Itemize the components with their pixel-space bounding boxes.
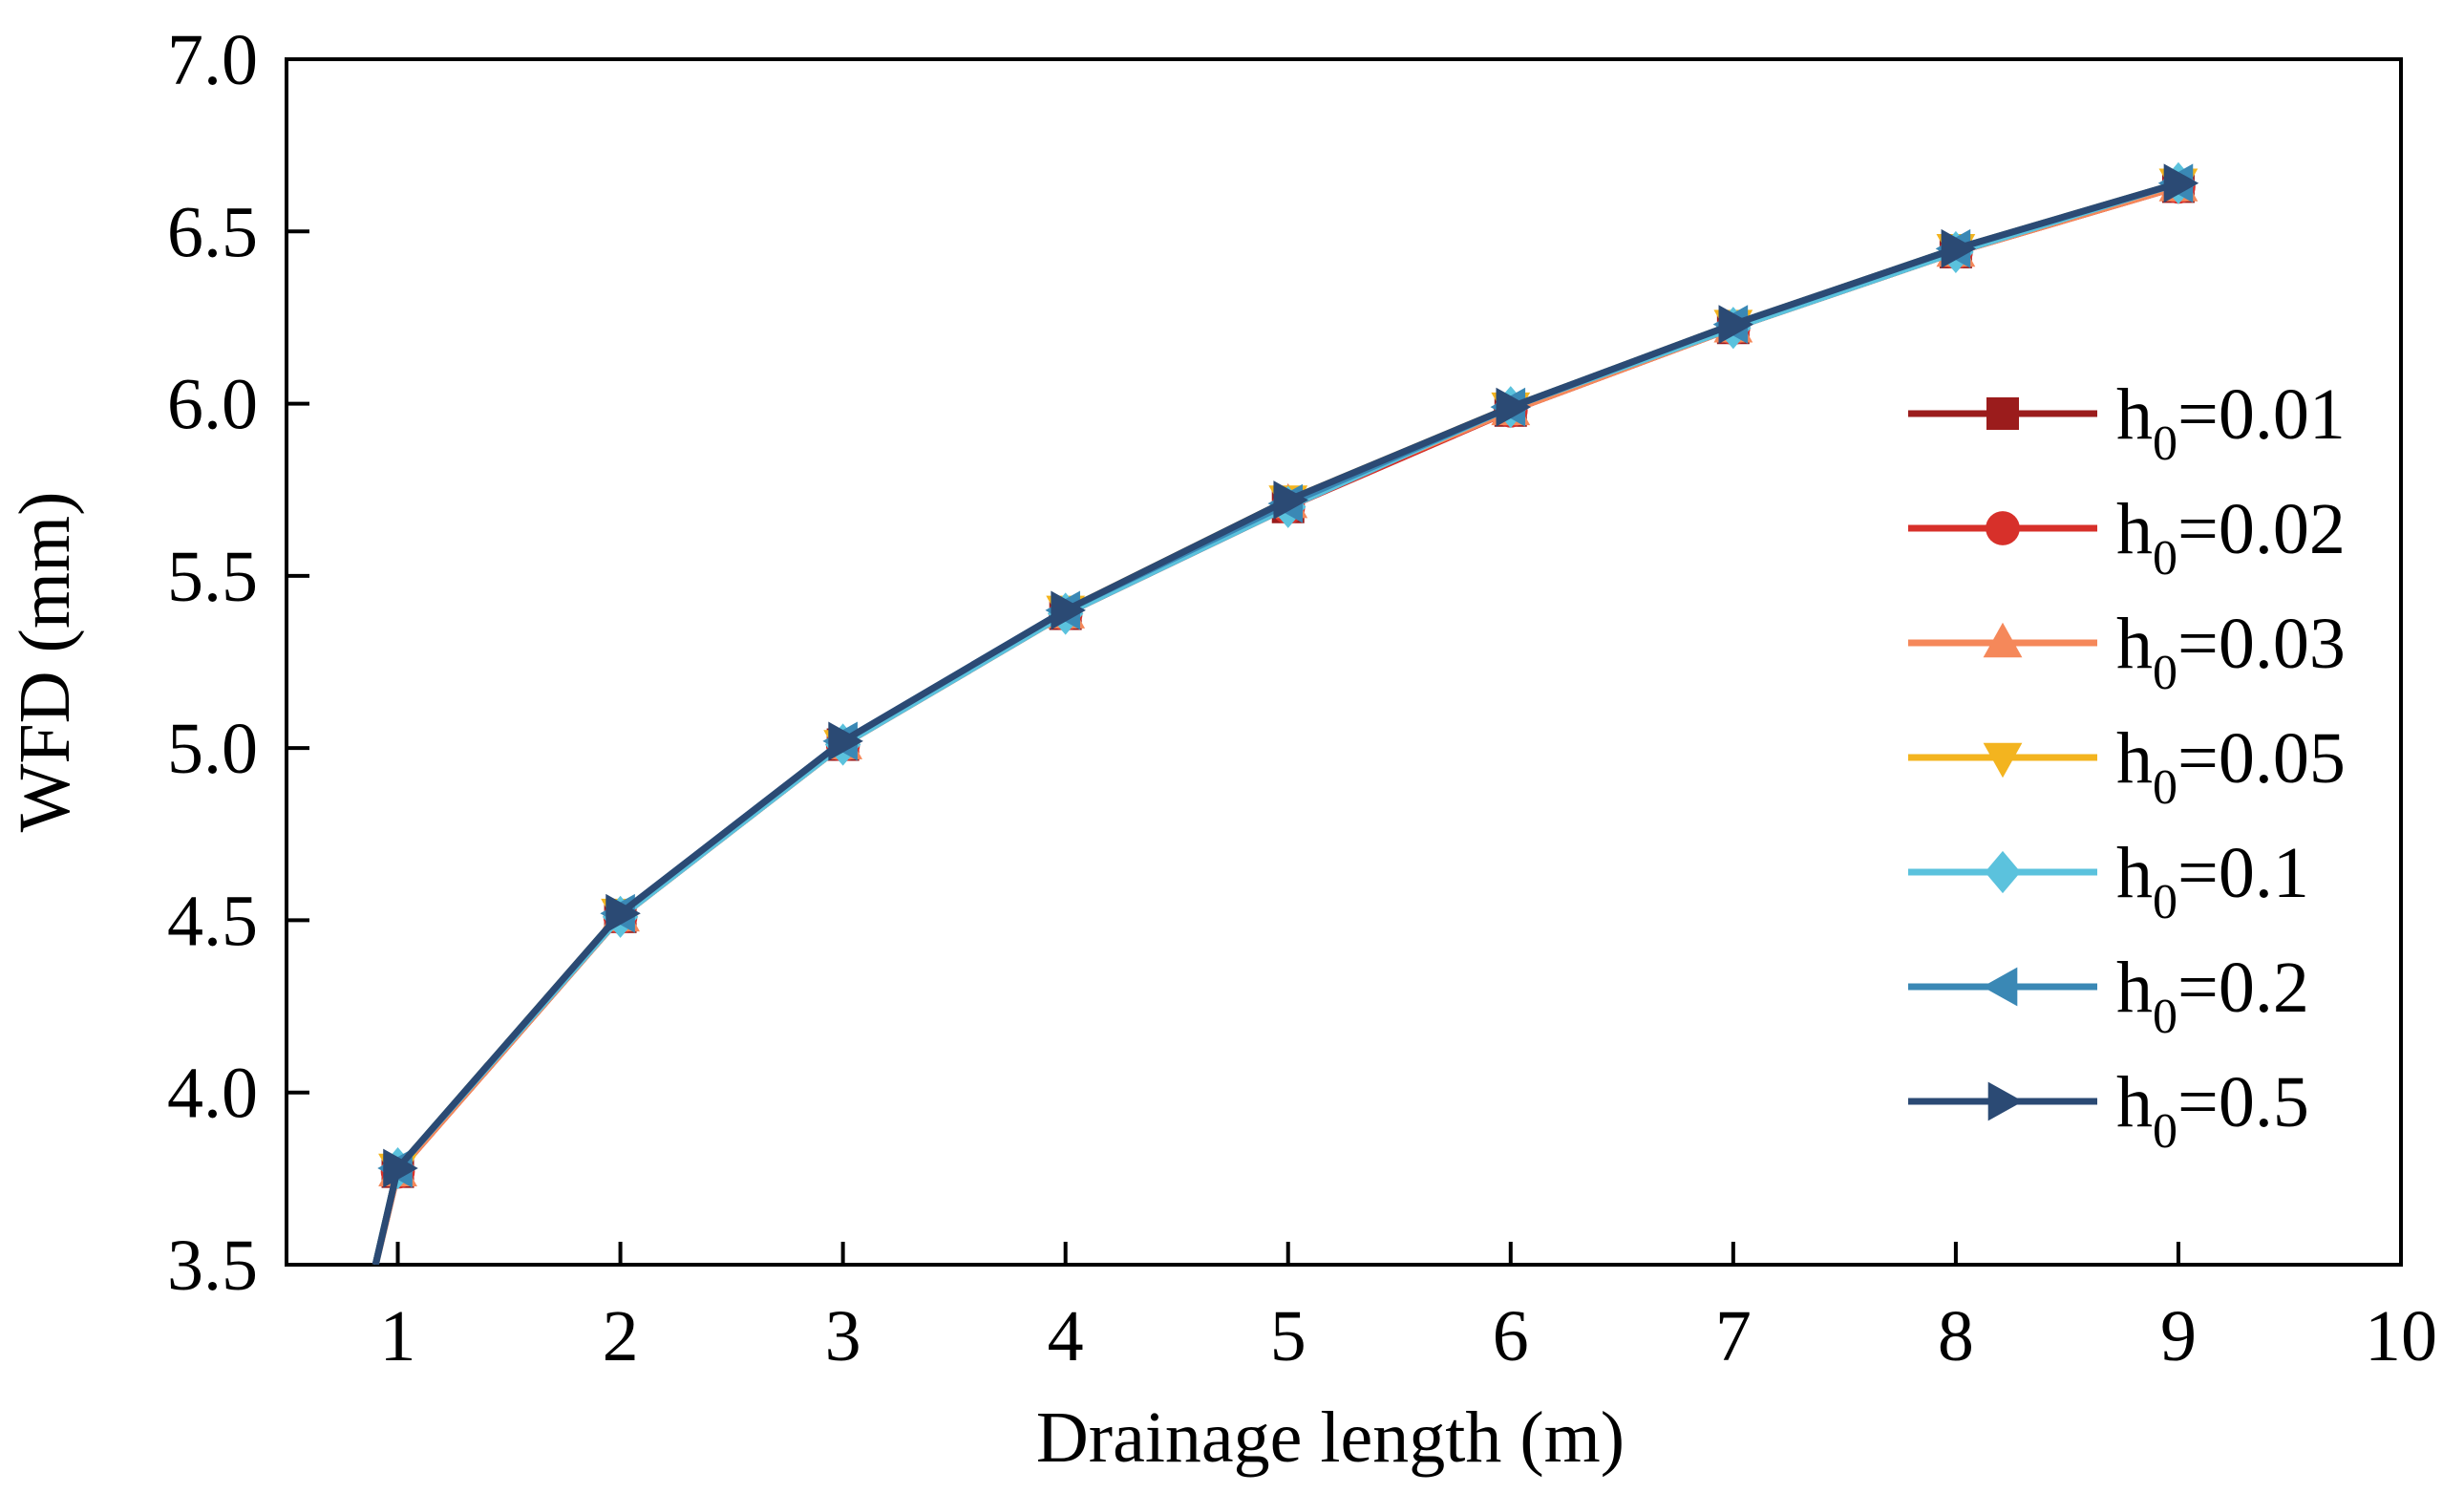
y-tick-label: 6.0 — [167, 365, 258, 445]
y-tick-label: 6.5 — [167, 192, 258, 272]
x-tick-label: 9 — [2160, 1296, 2197, 1376]
legend-label-subscript: 0 — [2153, 760, 2177, 815]
legend-label-value: =0.5 — [2177, 1062, 2309, 1142]
data-point — [1496, 387, 1532, 427]
x-axis-title: Drainage length (m) — [1036, 1397, 1625, 1478]
legend-item: h0=0.05 — [1908, 718, 2346, 815]
data-point — [1718, 305, 1754, 345]
legend-label: h0=0.01 — [2116, 374, 2346, 471]
data-point — [828, 721, 863, 761]
x-tick-label: 7 — [1715, 1296, 1752, 1376]
legend-label-value: =0.1 — [2177, 833, 2309, 913]
legend-item: h0=0.03 — [1908, 604, 2346, 700]
legend-label: h0=0.05 — [2116, 718, 2346, 815]
legend-label: h0=0.1 — [2116, 833, 2309, 929]
x-tick-label: 6 — [1493, 1296, 1529, 1376]
legend-marker — [1983, 742, 2023, 778]
y-tick-label: 7.0 — [167, 20, 258, 100]
legend-label-value: =0.02 — [2177, 489, 2346, 569]
y-tick-label: 4.5 — [167, 881, 258, 961]
legend-item: h0=0.02 — [1908, 489, 2346, 586]
legend-label-subscript: 0 — [2153, 1104, 2177, 1159]
legend-marker — [1985, 850, 2021, 894]
data-point — [2163, 163, 2199, 203]
legend-label-value: =0.01 — [2177, 374, 2346, 455]
series-6 — [372, 163, 2199, 1265]
legend-label: h0=0.03 — [2116, 604, 2346, 700]
data-point — [383, 1148, 418, 1188]
data-point — [605, 893, 641, 933]
x-tick-label: 8 — [1938, 1296, 1974, 1376]
y-tick-label: 3.5 — [167, 1226, 258, 1306]
series-line — [372, 180, 2179, 1265]
legend-item: h0=0.5 — [1908, 1062, 2309, 1159]
x-tick-label: 4 — [1048, 1296, 1084, 1376]
legend-marker — [1983, 622, 2023, 658]
legend: h0=0.01h0=0.02h0=0.03h0=0.05h0=0.1h0=0.2… — [1908, 374, 2346, 1159]
legend-label-subscript: 0 — [2153, 646, 2177, 700]
legend-label-subscript: 0 — [2153, 416, 2177, 471]
legend-label-base: h — [2116, 833, 2153, 913]
legend-label-base: h — [2116, 948, 2153, 1028]
x-tick-label: 1 — [380, 1296, 416, 1376]
legend-label-subscript: 0 — [2153, 531, 2177, 586]
legend-label-subscript: 0 — [2153, 990, 2177, 1044]
legend-label-base: h — [2116, 718, 2153, 799]
plot-frame — [285, 57, 2403, 1267]
data-point — [1941, 228, 1977, 268]
y-tick-label: 5.0 — [167, 709, 258, 789]
y-tick-label: 5.5 — [167, 537, 258, 617]
legend-label-base: h — [2116, 1062, 2153, 1142]
legend-marker — [1982, 967, 2018, 1007]
legend-label: h0=0.02 — [2116, 489, 2346, 586]
legend-item: h0=0.01 — [1908, 374, 2346, 471]
legend-label-value: =0.2 — [2177, 948, 2309, 1028]
legend-marker — [1986, 397, 2019, 430]
series-layer — [372, 161, 2199, 1265]
x-tick-label: 3 — [825, 1296, 861, 1376]
legend-label: h0=0.2 — [2116, 948, 2309, 1044]
legend-item: h0=0.1 — [1908, 833, 2309, 929]
y-tick-label: 4.0 — [167, 1054, 258, 1134]
legend-label-base: h — [2116, 374, 2153, 455]
legend-label-value: =0.03 — [2177, 604, 2346, 684]
x-tick-label: 10 — [2365, 1296, 2437, 1376]
data-point — [1051, 590, 1086, 630]
axes: 3.5 4.0 4.5 5.0 5.5 6.0 6.5 7.0 1 2 3 4 5 6 7 8 9 10 — [167, 20, 2437, 1376]
legend-label-base: h — [2116, 604, 2153, 684]
y-axis-title: WFD (mm) — [5, 492, 85, 833]
data-point — [1273, 480, 1308, 520]
legend-item: h0=0.2 — [1908, 948, 2309, 1044]
legend-label-value: =0.05 — [2177, 718, 2346, 799]
legend-marker — [1987, 1081, 2024, 1121]
x-tick-label: 5 — [1270, 1296, 1306, 1376]
legend-label: h0=0.5 — [2116, 1062, 2309, 1159]
legend-label-subscript: 0 — [2153, 875, 2177, 929]
x-tick-label: 2 — [603, 1296, 639, 1376]
legend-label-base: h — [2116, 489, 2153, 569]
legend-marker — [1986, 511, 2020, 545]
